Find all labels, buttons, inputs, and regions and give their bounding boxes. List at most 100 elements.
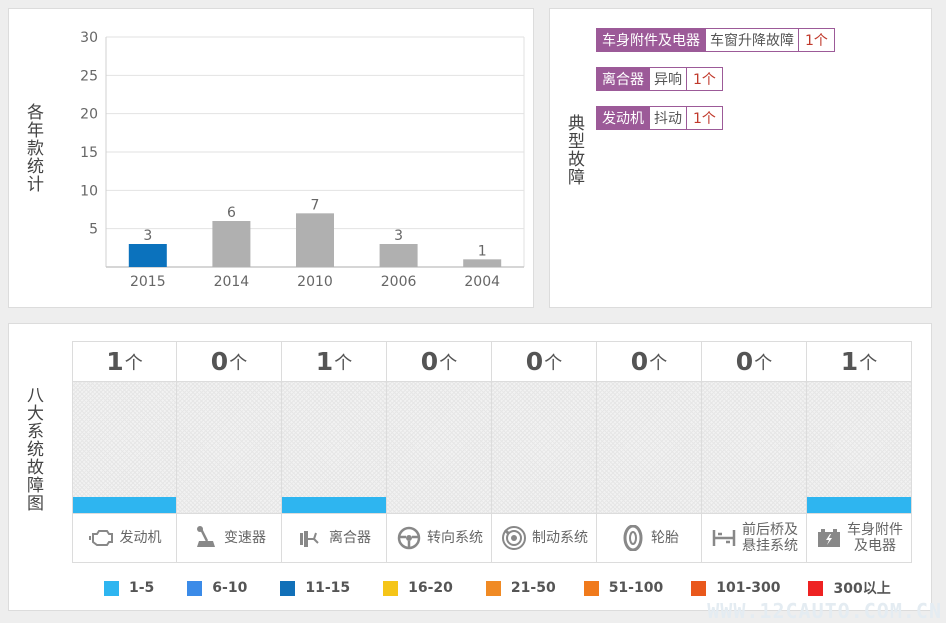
system-label: 制动系统: [492, 513, 596, 562]
legend-label: 21-50: [510, 580, 556, 596]
system-level-track: [73, 382, 176, 513]
system-level-track: [387, 382, 491, 513]
legend: 1-5 6-10 11-15 16-20 21-50 51-100 101-300 300以上: [104, 578, 919, 598]
legend-item: 101-300: [691, 578, 780, 598]
system-label: 轮胎: [597, 513, 701, 562]
fault-row[interactable]: 发动机 抖动 1个: [596, 106, 723, 130]
system-column[interactable]: 1 个离合器: [282, 341, 387, 563]
x-tick-label: 2014: [214, 274, 250, 290]
y-tick-label: 25: [80, 68, 98, 84]
system-name: 转向系统: [427, 530, 483, 546]
legend-item: 6-10: [187, 578, 247, 598]
system-name-text: 变速器: [224, 530, 266, 546]
bar: [128, 244, 167, 267]
legend-label: 300以上: [833, 581, 891, 597]
x-tick-label: 2015: [130, 274, 166, 290]
axle-icon: [712, 530, 736, 546]
y-tick-label: 30: [80, 30, 98, 46]
system-name-line: 前后桥及: [742, 522, 798, 538]
system-level-track: [177, 382, 281, 513]
typical-faults-panel: 典型故障 车身附件及电器 车窗升降故障 1个 离合器 异响 1个 发动机 抖动 …: [549, 8, 932, 308]
legend-item: 300以上: [808, 578, 891, 598]
year-stats-label: 各年款统计: [23, 103, 43, 193]
system-name-line: 悬挂系统: [742, 538, 798, 554]
fault-item: 抖动: [650, 106, 687, 130]
legend-label: 11-15: [305, 580, 351, 596]
legend-item: 16-20: [383, 578, 453, 598]
system-column[interactable]: 0 个变速器: [177, 341, 282, 563]
y-tick-label: 15: [80, 145, 98, 161]
system-column[interactable]: 0 个前后桥及 悬挂系统: [702, 341, 807, 563]
legend-swatch: [691, 580, 707, 596]
fault-count: 1个: [687, 106, 723, 130]
system-level-bar: [282, 497, 386, 513]
bar-value-label: 3: [394, 228, 403, 244]
count-unit: 个: [124, 352, 143, 374]
legend-swatch: [383, 580, 399, 596]
legend-swatch: [104, 580, 119, 596]
systems-label: 八大系统故障图: [23, 386, 43, 512]
fault-category: 发动机: [596, 106, 650, 130]
legend-item: 1-5: [104, 578, 154, 598]
count-unit: 个: [544, 352, 563, 374]
system-level-bar: [807, 497, 911, 513]
system-name-text: 转向系统: [427, 530, 483, 546]
y-tick-label: 10: [80, 183, 98, 199]
system-name-line: 及电器: [854, 538, 896, 554]
bar: [212, 221, 251, 267]
y-tick-label: 5: [89, 222, 98, 238]
eight-systems-panel: 八大系统故障图 1 个发动机 0 个变速器 1 个离合器 0 个转向系统 0 个制动系统 0 个轮胎 0…: [8, 323, 932, 611]
system-name: 发动机: [119, 530, 162, 546]
system-column[interactable]: 0 个制动系统: [492, 341, 597, 563]
fault-row[interactable]: 车身附件及电器 车窗升降故障 1个: [596, 28, 835, 52]
bar-value-label: 1: [478, 243, 487, 259]
system-column[interactable]: 1 个车身附件 及电器: [807, 341, 912, 563]
legend-label: 1-5: [129, 580, 155, 596]
count-number: 0: [630, 347, 649, 376]
legend-swatch: [485, 580, 501, 596]
fault-row[interactable]: 离合器 异响 1个: [596, 67, 723, 91]
system-level-track: [597, 382, 701, 513]
systems-grid: 1 个发动机 0 个变速器 1 个离合器 0 个转向系统 0 个制动系统 0 个轮胎 0 个前后桥及 悬挂系…: [72, 341, 912, 563]
x-tick-label: 2010: [297, 274, 333, 290]
system-column[interactable]: 0 个轮胎: [597, 341, 702, 563]
system-column[interactable]: 1 个发动机: [72, 341, 177, 563]
system-name: 轮胎: [651, 530, 679, 546]
system-name-text: 车身附件 及电器: [847, 522, 903, 554]
legend-swatch: [583, 580, 599, 596]
x-tick-label: 2004: [464, 274, 500, 290]
system-level-track: [492, 382, 596, 513]
count-unit: 个: [229, 352, 248, 374]
engine-icon: [88, 530, 113, 546]
brake-disc-icon: [502, 526, 526, 550]
count-unit: 个: [334, 352, 353, 374]
system-label: 发动机: [73, 513, 176, 562]
fault-category: 车身附件及电器: [596, 28, 706, 52]
count-number: 0: [735, 347, 754, 376]
fault-count: 1个: [687, 67, 723, 91]
count-number: 1: [840, 347, 859, 376]
legend-label: 6-10: [212, 580, 248, 596]
system-column[interactable]: 0 个转向系统: [387, 341, 492, 563]
bar-value-label: 6: [227, 205, 236, 221]
bar: [463, 259, 502, 267]
system-label: 变速器: [177, 513, 281, 562]
system-level-track: [702, 382, 806, 513]
system-name: 制动系统: [532, 530, 588, 546]
legend-swatch: [808, 580, 824, 596]
count-number: 0: [420, 347, 439, 376]
system-name-text: 离合器: [329, 530, 371, 546]
gearbox-icon: [197, 526, 215, 547]
legend-label: 101-300: [716, 580, 781, 596]
system-name: 离合器: [329, 530, 371, 546]
legend-swatch: [280, 580, 296, 596]
system-label: 转向系统: [387, 513, 491, 562]
count-unit: 个: [859, 352, 878, 374]
count-unit: 个: [649, 352, 668, 374]
